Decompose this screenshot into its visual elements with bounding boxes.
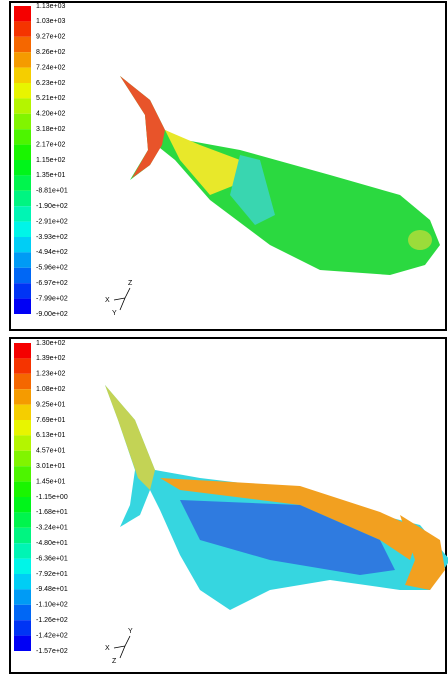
fish-contour (105, 385, 448, 610)
axis-line (113, 297, 126, 301)
legend-swatch (14, 343, 31, 359)
legend-label: -2.91e+02 (36, 218, 68, 225)
legend-swatch (14, 620, 31, 636)
axis-letter: X (105, 297, 110, 304)
legend-swatch (14, 450, 31, 467)
legend-swatch (14, 358, 31, 374)
legend-label: -1.10e+02 (36, 602, 68, 609)
legend-label: 7.24e+02 (36, 64, 65, 71)
legend-swatch (14, 512, 31, 528)
legend-swatch (14, 497, 31, 513)
legend-swatch (14, 160, 31, 176)
legend-label: -4.94e+02 (36, 249, 68, 256)
legend-swatch (14, 144, 31, 160)
axis-letter: Z (128, 280, 133, 287)
legend-label: 1.30e+02 (36, 340, 65, 347)
legend-swatch (14, 21, 31, 37)
legend-label: 1.15e+02 (36, 157, 65, 164)
legend-label: -1.26e+02 (36, 617, 68, 624)
legend-swatch (14, 190, 31, 207)
legend-swatch (14, 52, 31, 68)
legend-label: -4.80e+01 (36, 540, 68, 547)
legend-swatch (14, 373, 31, 390)
legend-label: 1.39e+02 (36, 355, 65, 362)
legend-label: -3.24e+01 (36, 525, 68, 532)
legend-label: 1.03e+03 (36, 18, 65, 25)
legend-swatch (14, 420, 31, 436)
legend-label: 4.20e+02 (36, 111, 65, 118)
legend-swatch (14, 6, 31, 22)
legend-label: -6.36e+01 (36, 555, 68, 562)
legend-label: -8.81e+01 (36, 188, 68, 195)
legend-label: 9.25e+01 (36, 401, 65, 408)
legend-label: 1.23e+02 (36, 371, 65, 378)
axis-line (113, 645, 126, 649)
legend-label: -5.96e+02 (36, 265, 68, 272)
legend-swatch (14, 129, 31, 145)
legend-swatch (14, 221, 31, 237)
legend-label: 3.18e+02 (36, 126, 65, 133)
legend-swatch (14, 527, 31, 544)
legend-label: -1.57e+02 (36, 648, 68, 655)
fish-contour (120, 76, 440, 275)
legend-swatch (14, 589, 31, 605)
legend-label: -3.93e+02 (36, 234, 68, 241)
legend-swatch (14, 267, 31, 284)
legend-label: 8.26e+02 (36, 49, 65, 56)
legend-swatch (14, 252, 31, 268)
axis-line (119, 297, 126, 311)
legend-label: 1.08e+02 (36, 386, 65, 393)
axis-letter: X (105, 645, 110, 652)
legend-swatch (14, 466, 31, 482)
legend-swatch (14, 98, 31, 114)
legend-label: 4.57e+01 (36, 448, 65, 455)
legend-swatch (14, 604, 31, 621)
legend-label: -1.90e+02 (36, 203, 68, 210)
legend-label: -9.00e+02 (36, 311, 68, 318)
legend-swatch (14, 83, 31, 99)
legend-swatch (14, 175, 31, 191)
axis-line (119, 645, 126, 659)
legend-label: -1.42e+02 (36, 632, 68, 639)
legend-swatch (14, 389, 31, 405)
legend-swatch (14, 543, 31, 559)
legend-swatch (14, 67, 31, 83)
legend-label: 5.21e+02 (36, 95, 65, 102)
legend-label: -7.99e+02 (36, 295, 68, 302)
axis-line (124, 287, 131, 299)
legend-swatch (14, 558, 31, 574)
legend-swatch (14, 574, 31, 590)
legend-swatch (14, 283, 31, 299)
axis-line (124, 635, 131, 647)
legend-label: 2.17e+02 (36, 141, 65, 148)
legend-label: 6.23e+02 (36, 80, 65, 87)
axis-letter: Z (112, 658, 117, 665)
legend-swatch (14, 206, 31, 222)
legend-label: 1.35e+01 (36, 172, 65, 179)
legend-swatch (14, 404, 31, 420)
legend-label: 9.27e+02 (36, 34, 65, 41)
legend-label: 1.13e+03 (36, 3, 65, 10)
legend-swatch (14, 435, 31, 451)
legend-label: 7.69e+01 (36, 417, 65, 424)
legend-label: 1.45e+01 (36, 478, 65, 485)
legend-label: 6.13e+01 (36, 432, 65, 439)
legend-swatch (14, 113, 31, 130)
legend-swatch (14, 237, 31, 253)
legend-label: 3.01e+01 (36, 463, 65, 470)
legend-label: -1.68e+01 (36, 509, 68, 516)
legend-label: -9.48e+01 (36, 586, 68, 593)
axis-letter: Y (128, 628, 133, 635)
legend-swatch (14, 36, 31, 53)
legend-swatch (14, 635, 31, 651)
axis-letter: Y (112, 310, 117, 317)
legend-label: -6.97e+02 (36, 280, 68, 287)
legend-label: -7.92e+01 (36, 571, 68, 578)
legend-swatch (14, 481, 31, 497)
legend-swatch (14, 298, 31, 314)
legend-label: -1.15e+00 (36, 494, 68, 501)
